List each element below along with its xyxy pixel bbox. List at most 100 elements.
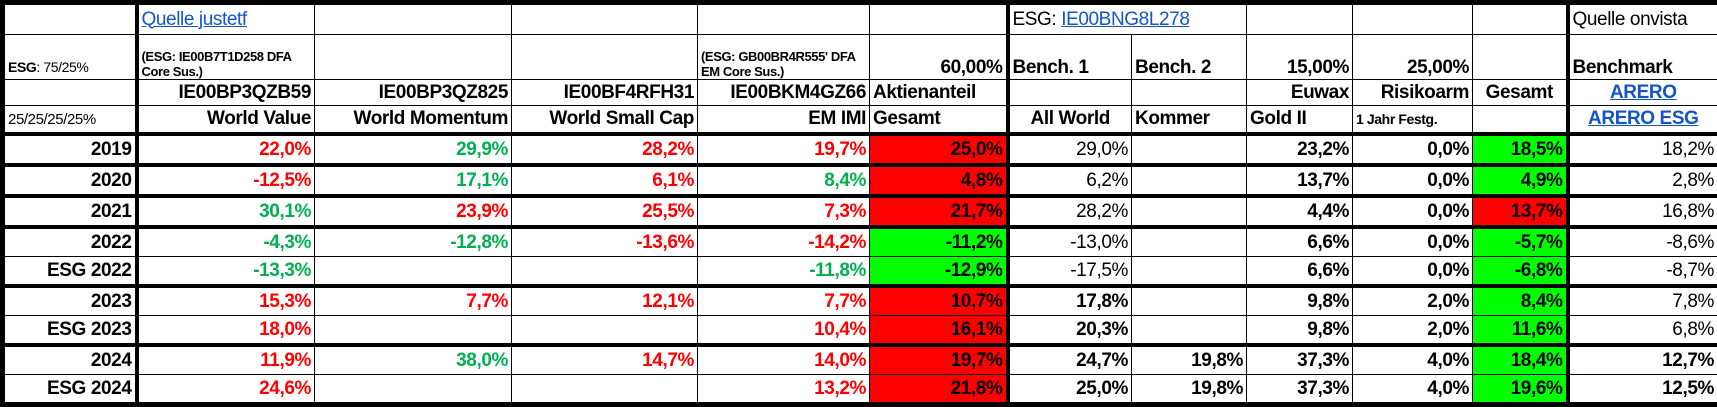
cell-gold2: Gold II — [1247, 106, 1353, 135]
name-world-value: World Value — [137, 106, 315, 135]
cell-world-small-cap — [512, 375, 698, 405]
cell-world-value: 15,3% — [137, 286, 315, 316]
cell-equity-share: 60,00% — [870, 35, 1008, 80]
header-row-sources: Quelle justetf ESG: IE00BNG8L278 Quelle … — [3, 3, 1717, 35]
cell-gesamt-total: 18,4% — [1473, 345, 1568, 375]
cell-risikoarm: Risikoarm — [1353, 80, 1473, 106]
cell-arero-esg: ARERO ESG — [1568, 106, 1717, 135]
cell-gesamt: 25,0% — [870, 134, 1008, 165]
cell-em-imi: 7,7% — [698, 286, 870, 316]
isin-em-imi: IE00BKM4GZ66 — [698, 80, 870, 106]
cell-world-value: 30,1% — [137, 196, 315, 227]
cell-gesamt: 4,8% — [870, 165, 1008, 196]
cell-world-momentum: 7,7% — [315, 286, 512, 316]
cell-all-world: All World — [1008, 106, 1132, 135]
cell-esg-ratio: ESG: 75/25% — [3, 35, 137, 80]
cell-aktienanteil: Aktienanteil — [870, 80, 1008, 106]
arero-esg-link[interactable]: ARERO ESG — [1588, 108, 1698, 129]
esg-label: ESG — [8, 59, 36, 75]
cell-arero: ARERO — [1568, 80, 1717, 106]
cell-world-small-cap: 12,1% — [512, 286, 698, 316]
cell-bench1: 25,0% — [1008, 375, 1132, 405]
cell-world-value: 18,0% — [137, 316, 315, 346]
name-world-momentum: World Momentum — [315, 106, 512, 135]
cell-bench2 — [1132, 286, 1247, 316]
cell-esg-isin: ESG: IE00BNG8L278 — [1008, 3, 1247, 35]
cell-euwax: 37,3% — [1247, 345, 1353, 375]
row-label: 2019 — [3, 134, 137, 165]
cell-bench2: 19,8% — [1132, 345, 1247, 375]
cell-risikoarm: 0,0% — [1353, 134, 1473, 165]
cell-euwax: 23,2% — [1247, 134, 1353, 165]
cell-world-momentum: 17,1% — [315, 165, 512, 196]
cell-euwax: 37,3% — [1247, 375, 1353, 405]
cell-benchmark: 16,8% — [1568, 196, 1717, 227]
cell-benchmark: 2,8% — [1568, 165, 1717, 196]
cell-gesamt: 16,1% — [870, 316, 1008, 346]
cell-bench1: 20,3% — [1008, 316, 1132, 346]
cell-bench1: -13,0% — [1008, 227, 1132, 257]
cell-bench2 — [1132, 316, 1247, 346]
row-label: 2023 — [3, 286, 137, 316]
cell-world-value: -4,3% — [137, 227, 315, 257]
cell-risikoarm: 2,0% — [1353, 286, 1473, 316]
cell-risikoarm: 0,0% — [1353, 165, 1473, 196]
cell-gesamt-total: 11,6% — [1473, 316, 1568, 346]
esg-isin-link[interactable]: IE00BNG8L278 — [1061, 9, 1189, 30]
row-label: 2024 — [3, 345, 137, 375]
cell-bench1: -17,5% — [1008, 257, 1132, 287]
name-em-imi: EM IMI — [698, 106, 870, 135]
esg-ratio: : 75/25% — [36, 59, 88, 75]
cell-source-onvista: Quelle onvista — [1568, 3, 1717, 35]
cell-esg-note-em: (ESG: GB00BR4R555' DFA EM Core Sus.) — [698, 35, 870, 80]
isin-world-value: IE00BP3QZB59 — [137, 80, 315, 106]
cell-risikoarm: 2,0% — [1353, 316, 1473, 346]
cell-empty — [1353, 3, 1473, 35]
table-row: 2020-12,5%17,1%6,1%8,4%4,8%6,2%13,7%0,0%… — [3, 165, 1717, 196]
cell-world-small-cap: 25,5% — [512, 196, 698, 227]
cell-gesamt: 19,7% — [870, 345, 1008, 375]
cell-empty — [1132, 80, 1247, 106]
cell-world-momentum: 23,9% — [315, 196, 512, 227]
cell-em-imi: 19,7% — [698, 134, 870, 165]
cell-gesamt-total: 4,9% — [1473, 165, 1568, 196]
cell-benchmark: 18,2% — [1568, 134, 1717, 165]
cell-bench2 — [1132, 196, 1247, 227]
cell-empty — [315, 35, 512, 80]
cell-risikoarm: 4,0% — [1353, 375, 1473, 405]
cell-em-imi: -14,2% — [698, 227, 870, 257]
source-justetf-link[interactable]: Quelle justetf — [142, 9, 247, 30]
cell-gesamt-total: Gesamt — [1473, 80, 1568, 106]
row-label: ESG 2022 — [3, 257, 137, 287]
header-row-isins: IE00BP3QZB59 IE00BP3QZ825 IE00BF4RFH31 I… — [3, 80, 1717, 106]
cell-world-momentum — [315, 316, 512, 346]
cell-bench1: 17,8% — [1008, 286, 1132, 316]
row-label: ESG 2023 — [3, 316, 137, 346]
cell-benchmark: 7,8% — [1568, 286, 1717, 316]
cell-bench1: 6,2% — [1008, 165, 1132, 196]
cell-world-momentum — [315, 257, 512, 287]
cell-benchmark: 12,5% — [1568, 375, 1717, 405]
cell-bench2 — [1132, 257, 1247, 287]
cell-benchmark: -8,7% — [1568, 257, 1717, 287]
row-label: 2021 — [3, 196, 137, 227]
cell-euwax: 13,7% — [1247, 165, 1353, 196]
cell-world-momentum: 29,9% — [315, 134, 512, 165]
cell-em-imi: 13,2% — [698, 375, 870, 405]
cell-empty — [512, 35, 698, 80]
cell-bench2 — [1132, 134, 1247, 165]
cell-risikoarm: 0,0% — [1353, 227, 1473, 257]
name-world-small-cap: World Small Cap — [512, 106, 698, 135]
cell-empty — [1247, 3, 1353, 35]
cell-source-justetf: Quelle justetf — [137, 3, 315, 35]
cell-world-momentum — [315, 375, 512, 405]
cell-euwax: 6,6% — [1247, 227, 1353, 257]
cell-world-momentum: 38,0% — [315, 345, 512, 375]
cell-weights: 25/25/25/25% — [3, 106, 137, 135]
esg-note-em: (ESG: GB00BR4R555' DFA EM Core Sus.) — [701, 49, 866, 79]
arero-link[interactable]: ARERO — [1610, 82, 1677, 103]
cell-bench1: 29,0% — [1008, 134, 1132, 165]
